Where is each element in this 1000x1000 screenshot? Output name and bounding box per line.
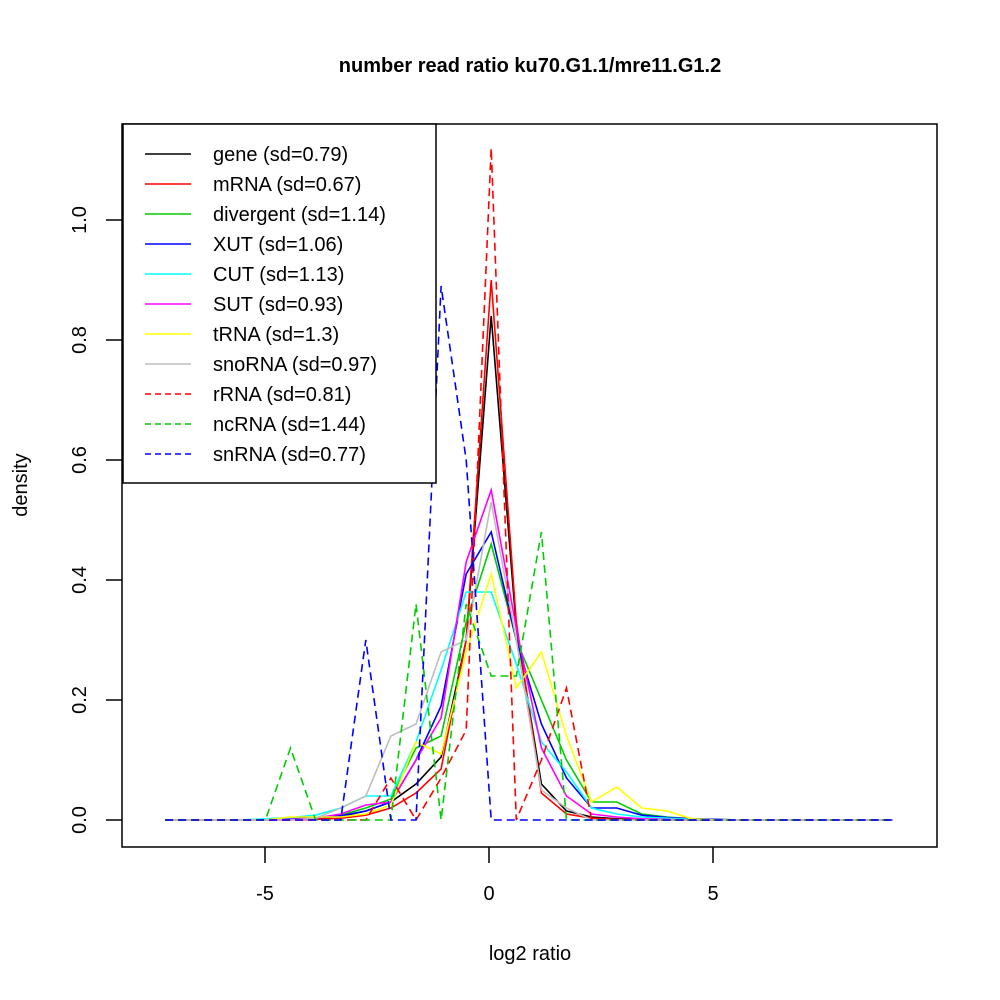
- x-tick-label: -5: [256, 883, 274, 905]
- y-axis-label: density: [10, 453, 32, 516]
- x-tick-label: 5: [707, 883, 718, 905]
- y-tick-label: 0.0: [69, 806, 91, 834]
- legend: gene (sd=0.79) mRNA (sd=0.67) divergent (s…: [122, 123, 437, 484]
- series-curves: [165, 147, 893, 822]
- legend-label-SUT: SUT (sd=0.93): [213, 294, 343, 316]
- series-line-snRNA: [165, 285, 893, 821]
- legend-label-XUT: XUT (sd=1.06): [213, 234, 343, 256]
- y-tick-label: 0.2: [69, 686, 91, 714]
- legend-label-rRNA: rRNA (sd=0.81): [213, 384, 351, 406]
- series-line-tRNA: [165, 570, 893, 821]
- series-line-SUT: [165, 486, 893, 821]
- series-line-snoRNA: [165, 501, 893, 821]
- y-tick-label: 1.0: [69, 206, 91, 234]
- legend-label-divergent: divergent (sd=1.14): [213, 204, 386, 226]
- legend-label-CUT: CUT (sd=1.13): [213, 264, 344, 286]
- x-axis-label: log2 ratio: [489, 943, 571, 965]
- legend-label-mRNA: mRNA (sd=0.67): [213, 174, 361, 196]
- legend-label-tRNA: tRNA (sd=1.3): [213, 324, 339, 346]
- legend-label-ncRNA: ncRNA (sd=1.44): [213, 414, 366, 436]
- y-tick-label: 0.8: [69, 326, 91, 354]
- legend-label-snoRNA: snoRNA (sd=0.97): [213, 354, 377, 376]
- series-line-ncRNA: [165, 531, 893, 821]
- legend-label-snRNA: snRNA (sd=0.77): [213, 444, 366, 466]
- series-line-XUT: [165, 529, 893, 821]
- x-axis: -5 0 5: [256, 846, 719, 905]
- y-tick-label: 0.4: [69, 566, 91, 594]
- legend-label-gene: gene (sd=0.79): [213, 144, 348, 166]
- chart-title: number read ratio ku70.G1.1/mre11.G1.2: [339, 55, 721, 77]
- y-axis: 0.0 0.2 0.4 0.6 0.8 1.0: [69, 206, 122, 834]
- y-tick-label: 0.6: [69, 446, 91, 474]
- x-tick-label: 0: [483, 883, 494, 905]
